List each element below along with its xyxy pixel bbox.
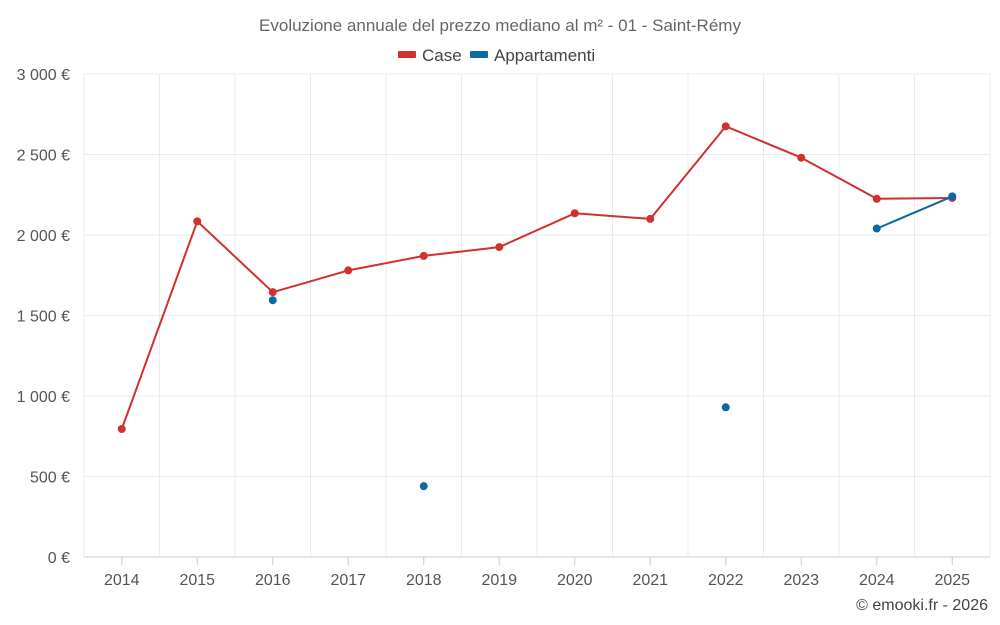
series-line-appartamenti — [876, 195, 953, 230]
series-layer — [117, 122, 957, 491]
data-point-appartamenti-2024 — [872, 224, 881, 233]
data-point-case-2022 — [721, 122, 730, 131]
legend-swatch-appartamenti — [470, 51, 488, 58]
x-tick-label: 2017 — [330, 572, 366, 589]
x-tick-label: 2014 — [104, 572, 140, 589]
data-point-appartamenti-2025 — [948, 192, 957, 201]
legend-label-appartamenti: Appartamenti — [494, 46, 595, 65]
y-tick-label: 2 500 € — [17, 148, 70, 165]
data-point-case-2021 — [646, 214, 655, 223]
data-point-case-2018 — [419, 251, 428, 260]
credit-text: © emooki.fr - 2026 — [856, 597, 988, 614]
y-tick-label: 2 000 € — [17, 228, 70, 245]
data-point-case-2019 — [495, 243, 504, 252]
x-tick-label: 2016 — [255, 572, 291, 589]
y-tick-label: 0 € — [48, 550, 70, 567]
axes: 0 € 500 € 1 000 € 1 500 € 2 000 € 2 500 € 3 00… — [17, 67, 971, 589]
data-point-case-2014 — [117, 425, 126, 434]
x-tick-label: 2020 — [557, 572, 593, 589]
grid — [83, 73, 991, 558]
x-tick-label: 2024 — [859, 572, 895, 589]
chart-title: Evoluzione annuale del prezzo mediano al… — [259, 16, 741, 35]
data-point-appartamenti-2022 — [721, 403, 730, 412]
y-tick-label: 3 000 € — [17, 67, 70, 84]
legend-label-case: Case — [422, 46, 462, 65]
x-tick-label: 2023 — [783, 572, 819, 589]
x-tick-label: 2021 — [632, 572, 668, 589]
series-line-case — [120, 125, 953, 430]
x-tick-label: 2019 — [481, 572, 517, 589]
data-point-case-2015 — [193, 217, 202, 226]
data-point-appartamenti-2018 — [419, 482, 428, 491]
data-point-case-2020 — [570, 209, 579, 218]
y-tick-label: 1 000 € — [17, 389, 70, 406]
x-tick-label: 2022 — [708, 572, 744, 589]
data-point-case-2017 — [344, 266, 353, 275]
legend-swatch-case — [398, 51, 416, 58]
y-tick-label: 500 € — [30, 470, 70, 487]
data-point-case-2024 — [872, 194, 881, 203]
data-point-appartamenti-2016 — [268, 296, 277, 305]
y-tick-label: 1 500 € — [17, 309, 70, 326]
x-tick-label: 2018 — [406, 572, 442, 589]
legend: Case Appartamenti — [398, 46, 595, 65]
data-point-case-2016 — [268, 288, 277, 297]
x-tick-label: 2015 — [179, 572, 215, 589]
data-point-case-2023 — [797, 153, 806, 162]
x-tick-label: 2025 — [934, 572, 970, 589]
